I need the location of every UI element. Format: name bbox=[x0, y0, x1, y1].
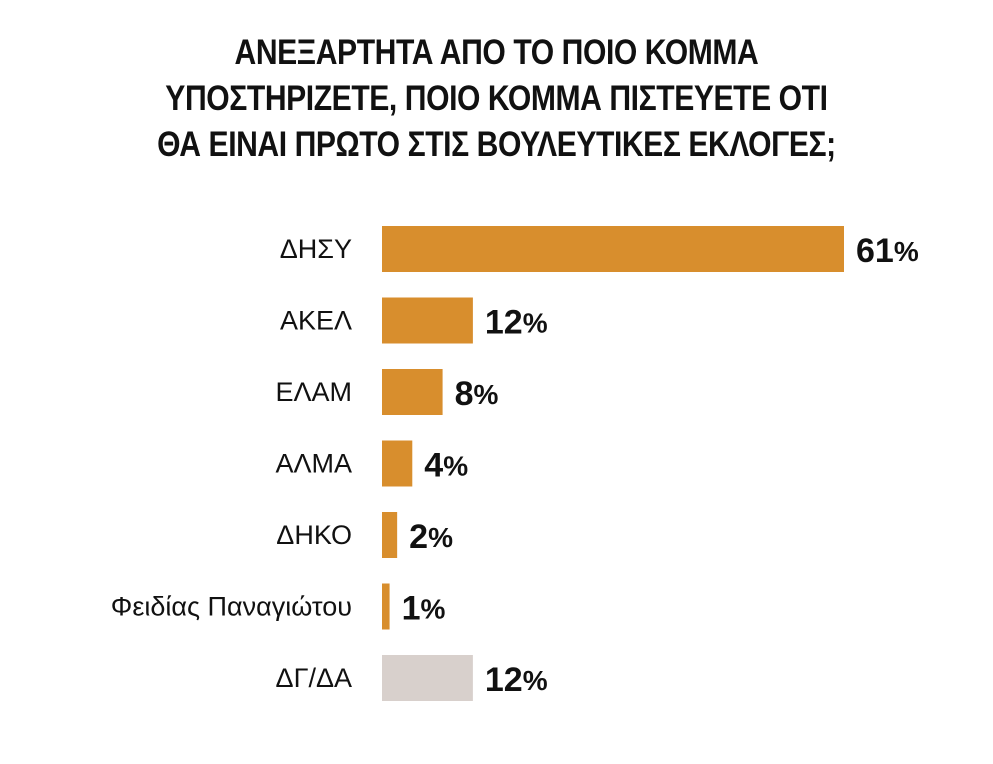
value-label-4: 4% bbox=[424, 447, 468, 485]
category-label-7: ΔΓ/ΔΑ bbox=[276, 663, 352, 693]
category-label-6: Φειδίας Παναγιώτου bbox=[111, 592, 352, 622]
category-label-2: ΑΚΕΛ bbox=[280, 306, 352, 336]
value-label-7: 12% bbox=[485, 661, 548, 699]
bar-1 bbox=[382, 226, 844, 272]
bar-2 bbox=[382, 297, 473, 344]
bar-4 bbox=[382, 440, 413, 487]
category-label-4: ΑΛΜΑ bbox=[275, 449, 352, 479]
value-label-2: 12% bbox=[485, 304, 548, 342]
value-label-5: 2% bbox=[409, 518, 453, 556]
chart-title-line-2: ΥΠΟΣΤΗΡΙΖΕΤΕ, ΠΟΙΟ ΚΟΜΜΑ ΠΙΣΤΕΥΕΤΕ ΟΤΙ bbox=[165, 79, 828, 118]
bar-3 bbox=[382, 369, 443, 415]
bar-6 bbox=[382, 583, 390, 630]
category-label-1: ΔΗΣΥ bbox=[280, 234, 352, 264]
chart-title-line-3: ΘΑ ΕΙΝΑΙ ΠΡΩΤΟ ΣΤΙΣ ΒΟΥΛΕΥΤΙΚΕΣ ΕΚΛΟΓΕΣ; bbox=[157, 125, 836, 164]
value-label-6: 1% bbox=[402, 590, 446, 628]
chart-title: ΑΝΕΞΑΡΤΗΤΑ ΑΠΟ ΤΟ ΠΟΙΟ ΚΟΜΜΑ ΥΠΟΣΤΗΡΙΖΕΤ… bbox=[69, 30, 923, 168]
value-label-3: 8% bbox=[455, 375, 499, 413]
bar-7 bbox=[382, 655, 473, 701]
category-label-5: ΔΗΚΟ bbox=[276, 520, 352, 550]
chart-title-line-1: ΑΝΕΞΑΡΤΗΤΑ ΑΠΟ ΤΟ ΠΟΙΟ ΚΟΜΜΑ bbox=[234, 33, 759, 72]
category-label-3: ΕΛΑΜ bbox=[275, 377, 352, 407]
value-label-1: 61% bbox=[856, 232, 919, 270]
bars-layer: ΔΗΣΥ 61% ΑΚΕΛ 12% ΕΛΑΜ 8% ΑΛΜΑ 4% ΔΗΚΟ 2% Φειδίας … bbox=[111, 226, 919, 701]
bar-5 bbox=[382, 512, 398, 558]
